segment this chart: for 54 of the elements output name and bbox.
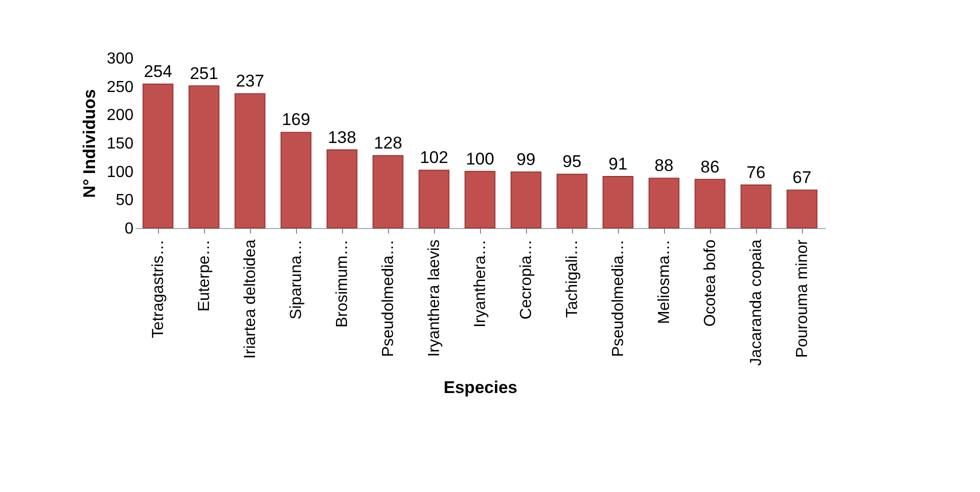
data-label: 88 [654, 156, 674, 176]
x-axis-title: Especies [444, 378, 518, 397]
data-label: 251 [190, 64, 218, 83]
data-label: 237 [236, 72, 264, 91]
bar [234, 93, 266, 228]
y-tick-label: 50 [116, 192, 134, 210]
x-tick-label: Pseudolmedia… [380, 240, 397, 357]
bar [372, 155, 404, 228]
data-label: 100 [466, 149, 494, 168]
bar [188, 85, 220, 228]
x-tick-label: Cecropia… [518, 240, 535, 320]
bar [786, 190, 818, 228]
data-label: 99 [516, 150, 536, 169]
data-label: 67 [792, 168, 812, 188]
data-label: 95 [562, 152, 582, 172]
bar [602, 176, 634, 228]
y-tick-label: 300 [106, 50, 134, 68]
bar [418, 170, 450, 228]
y-tick-label: 0 [124, 220, 134, 238]
y-tick-label: 250 [106, 78, 134, 96]
y-axis-title: N° Individuos [80, 89, 99, 198]
x-tick-label: Iryanthera… [472, 240, 489, 328]
bar [648, 178, 680, 228]
bar [142, 84, 174, 228]
y-tick-label: 100 [106, 164, 134, 181]
x-tick-label: Pseudolmedia… [610, 240, 627, 357]
data-label: 169 [282, 110, 310, 130]
y-tick-label: 150 [106, 136, 134, 152]
x-tick-label: Tetragastris… [150, 240, 167, 338]
x-tick-label: Iryanthera laevis [426, 240, 443, 357]
data-label: 91 [608, 154, 628, 174]
bar [464, 170, 496, 228]
x-tick-label: Iriartea deltoidea [242, 239, 259, 359]
x-tick-label: Meliosma… [656, 240, 673, 324]
data-label: 128 [374, 133, 402, 152]
bar [556, 174, 588, 228]
data-label: 76 [746, 162, 766, 182]
x-tick-label: Jacaranda copaia [748, 239, 765, 366]
bar [280, 132, 312, 228]
x-tick-label: Siparuna… [288, 240, 305, 320]
data-label: 86 [700, 157, 720, 176]
bar [740, 184, 772, 228]
x-tick-label: Pourouma minor [794, 238, 811, 358]
x-tick-label: Brosimum… [334, 240, 351, 328]
data-label: 138 [328, 128, 356, 147]
y-tick-label: 200 [106, 107, 134, 124]
bar [510, 172, 542, 228]
bar [694, 178, 726, 228]
x-tick-label: Ocotea bofo [702, 239, 719, 327]
x-tick-label: Euterpe… [196, 240, 213, 312]
data-label: 254 [144, 62, 172, 82]
x-tick-label: Tachigali… [564, 240, 581, 318]
bar [326, 149, 358, 228]
data-label: 102 [420, 148, 448, 168]
